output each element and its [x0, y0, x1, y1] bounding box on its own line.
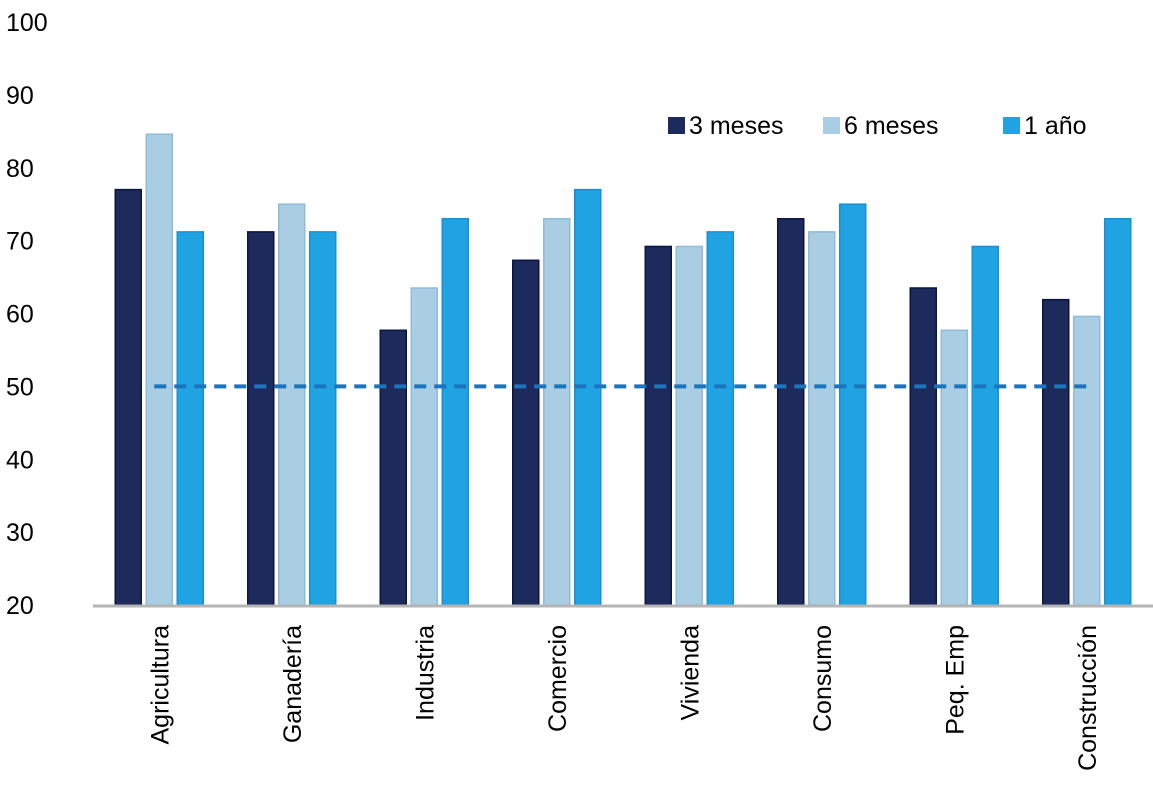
bar-6-meses	[410, 287, 438, 606]
bar-6-meses	[145, 133, 173, 606]
bar-3-meses	[512, 259, 540, 606]
y-tick-label: 100	[6, 9, 48, 37]
legend-swatch	[823, 117, 840, 134]
legend-label: 3 meses	[689, 112, 783, 140]
x-category-label: Industria	[411, 625, 439, 721]
x-category-label: Comercio	[544, 625, 572, 732]
x-category-label: Ganadería	[279, 625, 307, 743]
bar-1-ano	[1104, 218, 1132, 606]
bars-layer	[114, 133, 1132, 606]
y-tick-label: 20	[6, 592, 34, 620]
y-axis-tick-labels: 20 30 40 50 60 70 80 90 100	[6, 9, 48, 620]
x-axis-category-labels: Agricultura Ganadería Industria Comercio Viv…	[146, 625, 1102, 771]
legend-swatch	[1003, 117, 1020, 134]
bar-1-ano	[971, 245, 999, 606]
bar-3-meses	[247, 231, 275, 606]
x-category-label: Consumo	[809, 625, 837, 732]
bar-1-ano	[574, 188, 602, 606]
legend-label: 6 meses	[844, 112, 938, 140]
bar-1-ano	[309, 231, 337, 606]
bar-3-meses	[777, 218, 805, 606]
x-category-label: Vivienda	[676, 625, 704, 721]
bar-1-ano	[176, 231, 204, 606]
bar-6-meses	[940, 329, 968, 606]
x-category-label: Agricultura	[146, 625, 174, 745]
bar-3-meses	[1042, 298, 1070, 606]
x-category-label: Peq. Emp	[941, 625, 969, 735]
bar-6-meses	[278, 203, 306, 606]
bar-3-meses	[114, 188, 142, 606]
legend-swatch	[668, 117, 685, 134]
bar-1-ano	[839, 203, 867, 606]
bar-6-meses	[1073, 315, 1101, 606]
y-tick-label: 90	[6, 82, 34, 110]
y-tick-label: 60	[6, 301, 34, 329]
bar-3-meses	[644, 245, 672, 606]
bar-1-ano	[706, 231, 734, 606]
y-tick-label: 80	[6, 155, 34, 183]
bar-6-meses	[543, 218, 571, 606]
bar-6-meses	[675, 245, 703, 606]
y-tick-label: 30	[6, 519, 34, 547]
y-tick-label: 40	[6, 446, 34, 474]
x-category-label: Construcción	[1074, 625, 1102, 771]
bar-3-meses	[909, 287, 937, 606]
y-tick-label: 50	[6, 373, 34, 401]
legend: 3 meses 6 meses 1 año	[668, 112, 1087, 140]
legend-label: 1 año	[1024, 112, 1087, 140]
bar-3-meses	[379, 329, 407, 606]
bar-6-meses	[808, 231, 836, 606]
y-tick-label: 70	[6, 228, 34, 256]
bar-1-ano	[441, 218, 469, 606]
